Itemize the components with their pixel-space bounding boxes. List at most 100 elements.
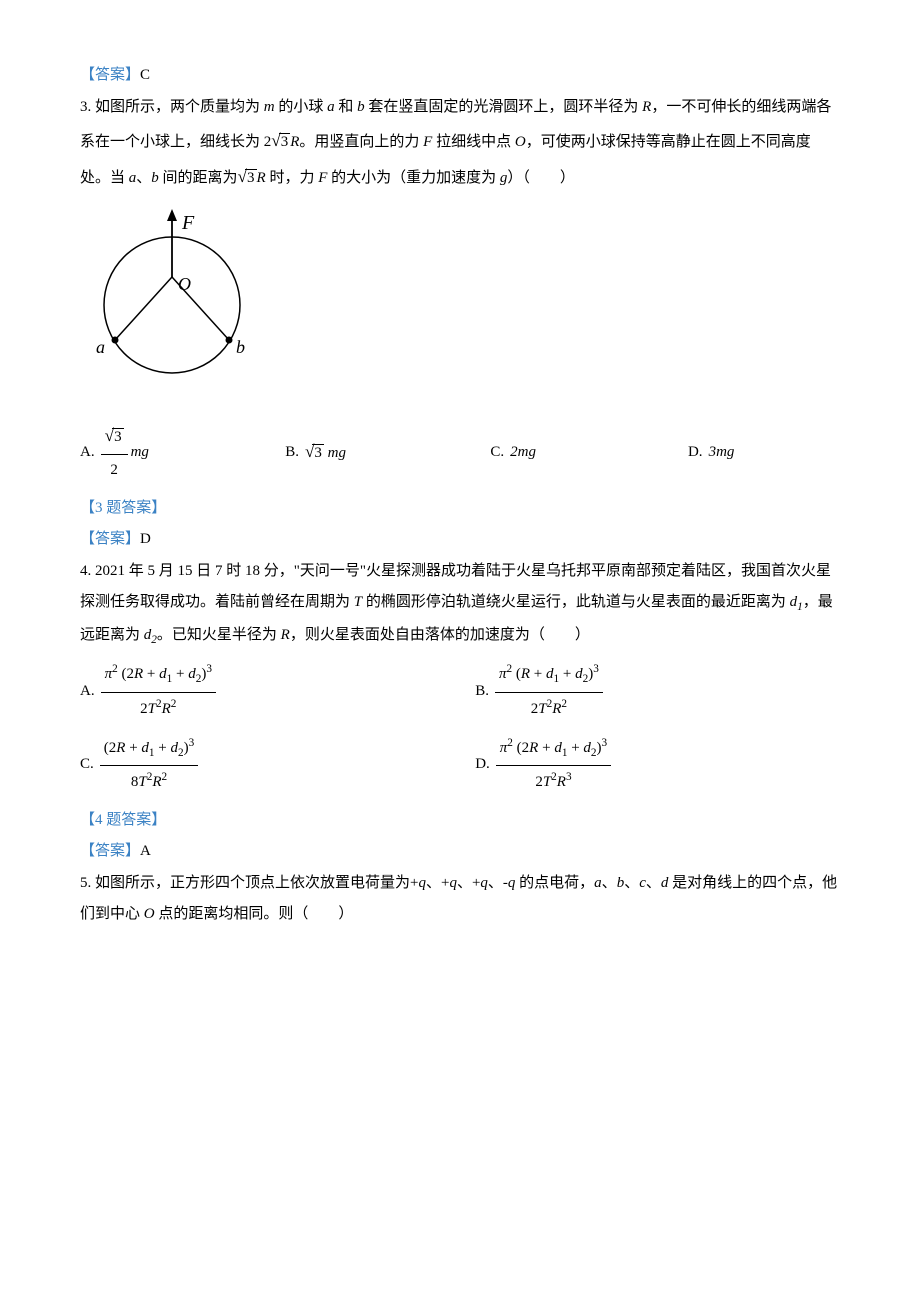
t: ，一不可伸长的细 [651,99,771,115]
t: 的椭圆形停泊轨道绕火星运行，此轨道与火星表面的 [362,594,711,610]
t: 如图所示，两个质量均为 [95,99,264,115]
frac: π2 (2R + d1 + d2)3 2T2R3 [496,732,611,799]
q4-answer-label: 【答案】 [80,843,140,859]
q5-text: 5. 如图所示，正方形四个顶点上依次放置电荷量为+q、+q、+q、-q 的点电荷… [80,868,840,931]
val: 2mg [510,437,536,469]
expr: √3 mg [305,434,346,470]
q4-options-row1: A. π2 (2R + d1 + d2)3 2T2R2 B. π2 (R + d… [80,658,840,725]
t: 最近距离为 [711,594,790,610]
t: 间的距离为 [159,170,238,186]
q4-options-row2: C. (2R + d1 + d2)3 8T2R2 D. π2 (2R + d1 … [80,732,840,799]
var-O: O [515,134,526,150]
var-T: T [354,594,362,610]
t: 的小球 [275,99,328,115]
var-a: a [594,875,602,891]
q4-option-D: D. π2 (2R + d1 + d2)3 2T2R3 [475,732,840,799]
var-d1: d1 [790,594,803,610]
opt-label: C. [490,437,504,469]
t: 时，力 [266,170,319,186]
q5-num: 5. [80,875,95,891]
var-b: b [357,99,365,115]
rad3: 3 [245,169,257,186]
q3-options: A. √3 2 mg B. √3 mg C. 2mg D. 3mg [80,418,840,487]
q4-answer-header: 【4 题答案】 [80,805,840,837]
q2-answer: 【答案】C [80,60,840,92]
q3-answer-header: 【3 题答案】 [80,493,840,525]
t: 、+ [457,875,480,891]
t: 、 [136,170,151,186]
q4-text: 4. 2021 年 5 月 15 日 7 时 18 分，"天问一号"火星探测器成… [80,556,840,653]
den: 2 [101,454,128,487]
t: 、 [602,875,617,891]
q3-option-D: D. 3mg [688,418,840,487]
q3-num: 3. [80,99,95,115]
t: ，可使两小球保持等高静止 [526,134,706,150]
diagram-label-a: a [96,337,105,357]
var-R: R [257,170,266,186]
var-b: b [151,170,159,186]
frac: √3 2 [101,418,128,487]
n2: 2 [264,134,272,150]
var-F: F [423,134,432,150]
t: 拉细线中点 [432,134,515,150]
diagram-label-O: O [178,274,191,294]
t: 、- [488,875,508,891]
frac: π2 (2R + d1 + d2)3 2T2R2 [101,658,216,725]
q3-answer-label: 【答案】 [80,531,140,547]
var-F: F [318,170,327,186]
var-R: R [642,99,651,115]
t: 的大小为（重力加速度为 [327,170,500,186]
q2-answer-value: C [140,67,150,83]
tail: mg [131,437,149,469]
t: 。用竖直向上的力 [299,134,423,150]
q3-answer: 【答案】D [80,524,840,556]
opt-label: A. [80,437,95,469]
var-q: q [418,875,426,891]
q4-num: 4. [80,563,95,579]
val: 3mg [709,437,735,469]
frac: (2R + d1 + d2)3 8T2R2 [100,732,198,799]
t: 。已知火星半径为 [157,627,281,643]
rad: 3 [312,444,324,461]
tail: mg [324,445,346,461]
var-q: q [480,875,488,891]
diagram-label-F: F [181,212,195,234]
var-O: O [144,906,155,922]
t: 、 [624,875,639,891]
rad3: 3 [279,133,291,150]
var-d2: d2 [144,627,157,643]
t: 点的距离均相同。则（ ） [155,906,354,922]
opt-label: D. [475,749,490,781]
expr-2sqrt3R: 2√3R [264,134,300,150]
t: 、+ [426,875,449,891]
q3-option-B: B. √3 mg [285,418,490,487]
t: 套在竖直固定的光滑圆环上，圆环半径为 [365,99,643,115]
q2-answer-label: 【答案】 [80,67,140,83]
q3-text: 3. 如图所示，两个质量均为 m 的小球 a 和 b 套在竖直固定的光滑圆环上，… [80,92,840,196]
q4-option-C: C. (2R + d1 + d2)3 8T2R2 [80,732,475,799]
q4-option-B: B. π2 (R + d1 + d2)3 2T2R2 [475,658,840,725]
rad: 3 [112,428,124,445]
t: ，则火星表面处自由落体的加速度为（ ） [290,627,590,643]
var-q: q [449,875,457,891]
t: 是对角线上的四 [668,875,777,891]
opt-label: C. [80,749,94,781]
var-m: m [264,99,275,115]
q3-answer-value: D [140,531,151,547]
q4-option-A: A. π2 (2R + d1 + d2)3 2T2R2 [80,658,475,725]
var-c: c [639,875,646,891]
frac: π2 (R + d1 + d2)3 2T2R2 [495,658,603,725]
opt-label: B. [475,676,489,708]
q3-diagram: F O a b [90,205,840,398]
t: 的点电荷， [515,875,594,891]
q3-option-A: A. √3 2 mg [80,418,285,487]
t: 2021 年 5 月 15 日 7 时 18 分，"天问一号"火星探测器成功着陆… [95,563,771,579]
var-R: R [281,627,290,643]
t: 和 [335,99,358,115]
expr-sqrt3R: √3R [238,170,266,186]
q4-answer-value: A [140,843,151,859]
opt-label: A. [80,676,95,708]
t: ）（ ） [507,170,575,186]
q3-option-C: C. 2mg [490,418,688,487]
opt-label: D. [688,437,703,469]
